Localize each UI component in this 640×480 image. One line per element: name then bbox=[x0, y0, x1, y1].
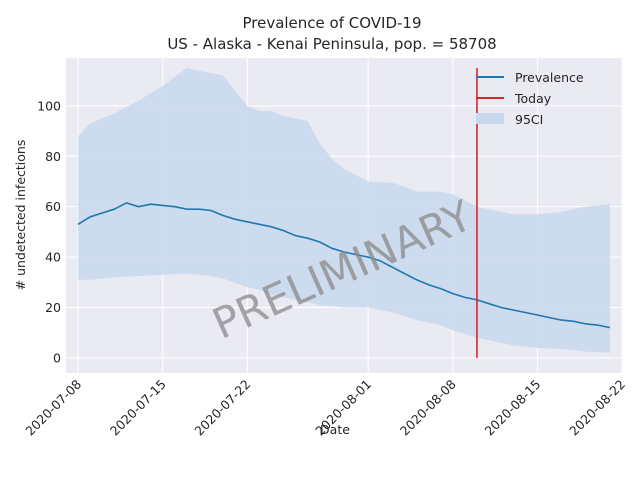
chart-title: Prevalence of COVID-19 bbox=[242, 14, 421, 32]
x-tick-label: 2020-08-08 bbox=[397, 376, 459, 438]
y-tick-label: 100 bbox=[37, 98, 61, 113]
x-axis-label: Date bbox=[320, 422, 350, 437]
legend-label-95ci: 95CI bbox=[515, 112, 543, 127]
y-tick-label: 60 bbox=[45, 199, 61, 214]
x-tick-label: 2020-07-22 bbox=[191, 377, 253, 439]
y-tick-label: 20 bbox=[45, 300, 61, 315]
x-tick-label: 2020-07-15 bbox=[107, 377, 169, 439]
y-axis-label: # undetected infections bbox=[13, 140, 28, 291]
legend-label-today: Today bbox=[514, 91, 552, 106]
legend-label-prevalence: Prevalence bbox=[515, 70, 584, 85]
y-tick-label: 40 bbox=[45, 250, 61, 265]
legend: Prevalence Today 95CI bbox=[476, 70, 584, 127]
legend-swatch-95ci bbox=[476, 113, 504, 124]
prevalence-line bbox=[77, 202, 611, 329]
x-tick-label: 2020-08-15 bbox=[482, 377, 544, 439]
y-tick-label: 0 bbox=[53, 350, 61, 365]
y-tick-labels: 0 20 40 60 80 100 bbox=[37, 98, 61, 365]
x-tick-label: 2020-07-08 bbox=[22, 376, 84, 438]
chart-subtitle: US - Alaska - Kenai Peninsula, pop. = 58… bbox=[167, 35, 496, 53]
x-tick-label: 2020-08-22 bbox=[566, 377, 628, 439]
y-tick-label: 80 bbox=[45, 149, 61, 164]
